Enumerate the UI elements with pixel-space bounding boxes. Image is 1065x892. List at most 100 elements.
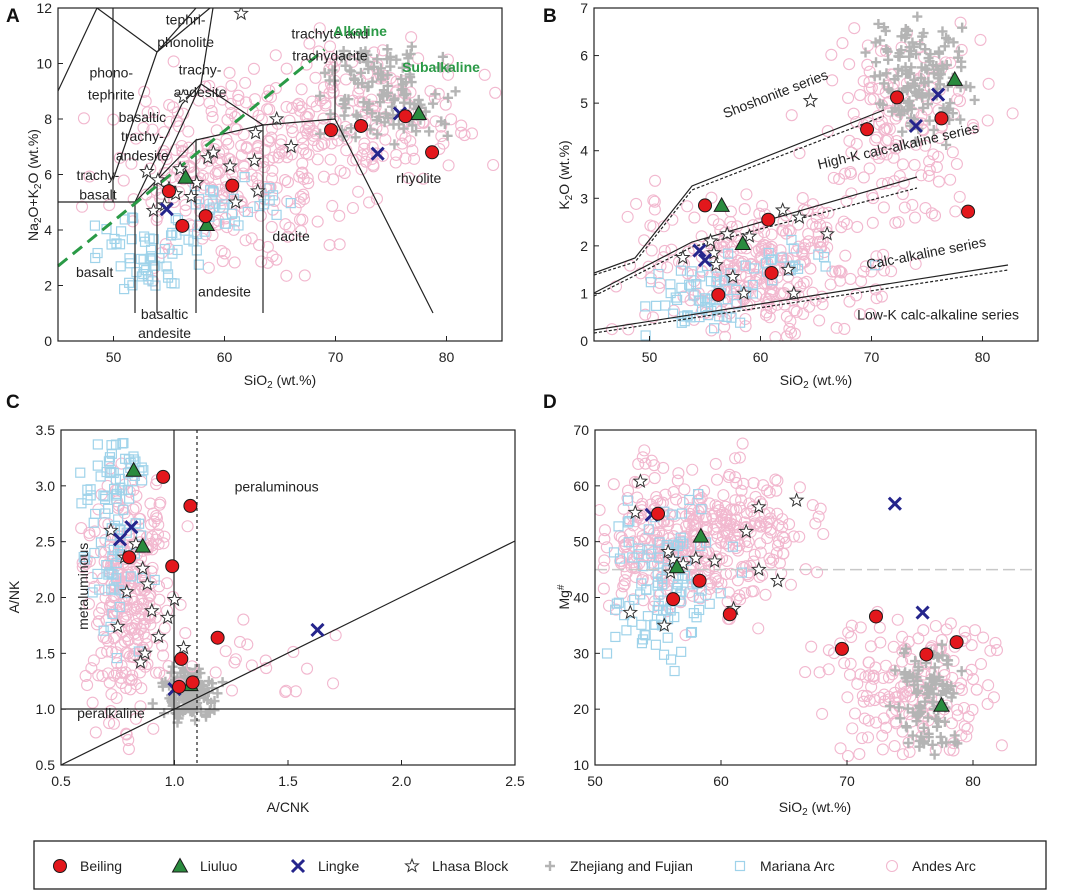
andes-arc-point [698, 484, 711, 497]
andes-arc-point [717, 489, 730, 502]
andes-arc-point [814, 502, 827, 515]
lhasa-block-point [791, 209, 808, 224]
zhejiang-fujian-point [329, 75, 340, 86]
zhejiang-fujian-point [319, 67, 330, 78]
andes-arc-point [949, 205, 962, 218]
mariana-arc-point [105, 467, 116, 479]
andes-arc-point [739, 320, 752, 333]
andes-arc-point [458, 129, 471, 142]
beiling-point [398, 109, 413, 124]
y-tick-label: 20 [573, 701, 589, 717]
zhejiang-fujian-point [904, 51, 915, 62]
mariana-arc-point [108, 544, 119, 555]
mariana-arc-point [649, 619, 660, 630]
panel-c: peraluminous metaluminous peralkaline 0.5 1… [6, 392, 525, 815]
andes-arc-point [686, 463, 699, 476]
y-tick-label: 3 [580, 190, 588, 206]
andes-arc-point [889, 142, 902, 155]
andes-arc-point [252, 109, 265, 122]
field-label: Calc-alkaline series [865, 233, 987, 272]
mariana-arc-point [679, 570, 691, 582]
panel-a-field-labels: tephri-phonolite phono-tephrite trachy-and… [76, 12, 480, 342]
zhejiang-fujian-point [203, 676, 214, 687]
mariana-arc-point [721, 311, 732, 322]
andes-arc-point [894, 681, 907, 694]
mariana-arc-point [704, 598, 715, 609]
mariana-arc-point [108, 569, 119, 580]
andes-arc-point [869, 661, 882, 674]
andes-arc-point [836, 37, 849, 50]
andes-arc-point [302, 108, 315, 121]
andes-arc-point [784, 225, 797, 238]
andes-arc-point [908, 211, 922, 224]
andes-arc-point [854, 668, 867, 681]
andes-arc-point [780, 310, 793, 323]
andes-arc-point [707, 513, 720, 526]
zhejiang-fujian-point [400, 77, 411, 88]
mariana-arc-point [90, 252, 101, 264]
zhejiang-fujian-point [362, 104, 373, 115]
mariana-arc-point [658, 649, 670, 660]
andes-arc-point [716, 513, 729, 526]
zhejiang-fujian-point [368, 61, 379, 72]
beiling-point [162, 184, 176, 199]
andes-arc-point [294, 190, 307, 203]
andes-arc-point [239, 96, 253, 109]
lingke-point [159, 202, 174, 217]
zhejiang-fujian-point [884, 701, 895, 712]
legend-label-liuluo: Liuluo [200, 858, 238, 874]
zhejiang-fujian-point [956, 666, 967, 677]
y-tick-label: 30 [573, 645, 589, 661]
mariana-arc-point [161, 261, 172, 272]
andes-arc-point [626, 539, 639, 552]
andes-arc-point [129, 517, 142, 530]
zhejiang-fujian-point [894, 51, 905, 62]
andes-arc-point [253, 238, 266, 252]
andes-arc-point [853, 89, 867, 102]
legend-label-andes-arc: Andes Arc [912, 858, 976, 874]
mariana-arc-point [870, 260, 881, 271]
x-tick-label: 50 [642, 349, 658, 365]
mariana-arc-point [633, 549, 644, 560]
zhejiang-fujian-point [902, 68, 913, 79]
zhejiang-fujian-point [902, 703, 913, 714]
panel-d-y-label: Mg# [556, 584, 572, 609]
y-tick-label: 60 [573, 478, 589, 494]
panel-a-tas-field-lines [58, 8, 434, 314]
andes-arc-point [898, 201, 911, 214]
zhejiang-fujian-point [957, 22, 968, 33]
andes-arc-point [637, 594, 650, 607]
y-tick-label: 8 [44, 111, 52, 127]
lhasa-block-point [175, 88, 192, 104]
mariana-arc-point [621, 625, 632, 636]
mariana-arc-point [790, 260, 801, 271]
x-tick-label: 80 [439, 349, 455, 365]
lhasa-block-point [622, 604, 639, 620]
andes-arc-point [876, 177, 889, 190]
mariana-arc-point [127, 212, 139, 224]
andes-arc-point [629, 570, 642, 584]
andes-arc-point [790, 305, 803, 318]
andes-arc-point [739, 312, 752, 326]
andes-arc-point [123, 622, 136, 635]
andes-arc-point [280, 100, 293, 114]
field-label: trachy- [121, 128, 164, 144]
x-tick-label: 70 [864, 349, 880, 365]
mariana-arc-point [749, 263, 760, 274]
legend-box [33, 840, 1047, 890]
andes-arc-point [266, 203, 279, 216]
andes-arc-point [286, 126, 299, 139]
lhasa-block-point [247, 124, 264, 140]
andes-arc-point [228, 256, 241, 269]
andes-arc-point [107, 717, 120, 730]
andes-arc-point [754, 546, 767, 559]
andes-arc-point [122, 742, 135, 756]
andes-arc-point [439, 98, 452, 111]
andes-arc-point [870, 716, 883, 729]
andes-arc-point [945, 717, 958, 730]
andes-arc-point [240, 141, 253, 154]
field-label: rhyolite [396, 170, 441, 186]
andes-arc-point [85, 662, 98, 675]
panel-a-sample-points [138, 8, 440, 233]
